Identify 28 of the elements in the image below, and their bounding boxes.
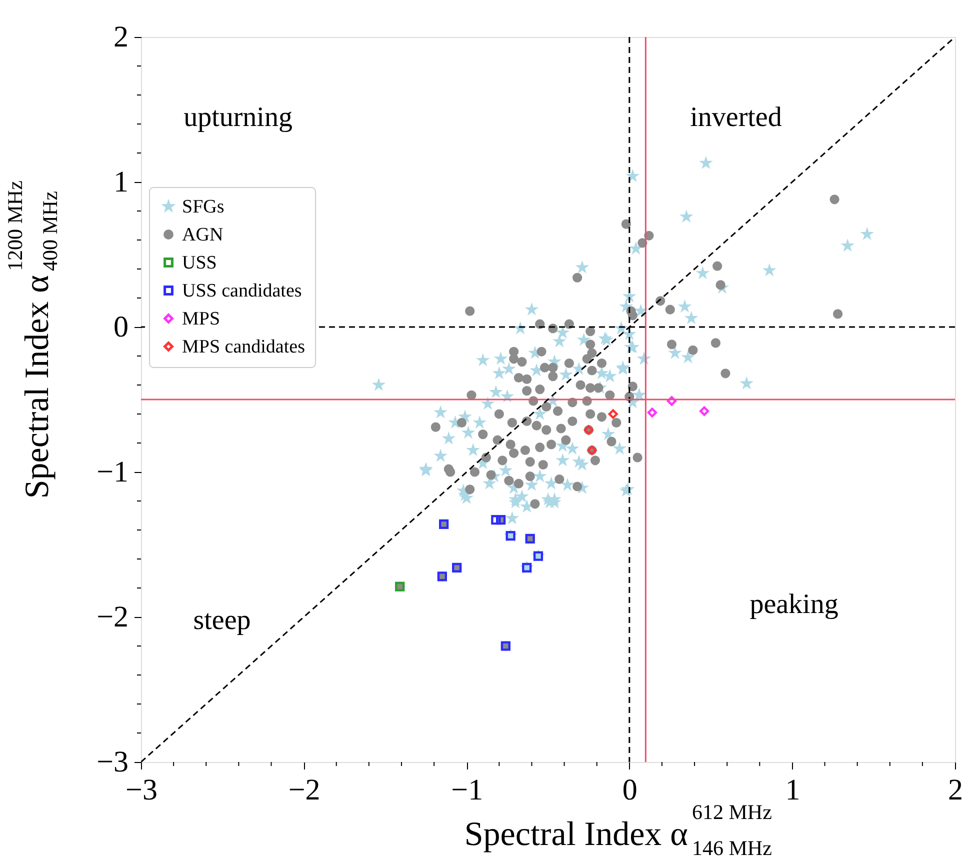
annotation: peaking (750, 589, 838, 620)
annotation: inverted (690, 102, 782, 133)
legend-label: USS (182, 252, 217, 274)
point (699, 406, 710, 416)
x-tick-label: 1 (785, 774, 800, 806)
legend-label: MPS (182, 308, 220, 330)
legend-label: USS candidates (182, 280, 302, 302)
y-tick-label: 0 (114, 310, 128, 344)
y-tick-label: 1 (114, 166, 128, 198)
x-tick-label: −1 (451, 774, 484, 806)
point (533, 551, 544, 561)
legend-label: MPS candidates (182, 336, 305, 358)
y-axis-title: Spectral Index α1200 MHz400 MHz (3, 180, 62, 499)
legend-label: SFGs (182, 196, 224, 218)
y-tick-label: −1 (96, 456, 128, 488)
x-tick-label: 0 (622, 774, 638, 806)
legend-label: AGN (182, 224, 224, 246)
point (647, 408, 657, 418)
annotation: steep (193, 605, 251, 636)
point (608, 409, 618, 419)
y-tick-label: −3 (96, 746, 128, 778)
x-tick-label: −2 (288, 774, 320, 806)
y-tick-label: −2 (96, 600, 128, 634)
annotation: upturning (184, 102, 292, 133)
x-tick-label: 2 (948, 774, 963, 806)
point (666, 396, 677, 406)
point (491, 515, 501, 525)
y-tick-label: 2 (114, 20, 128, 54)
